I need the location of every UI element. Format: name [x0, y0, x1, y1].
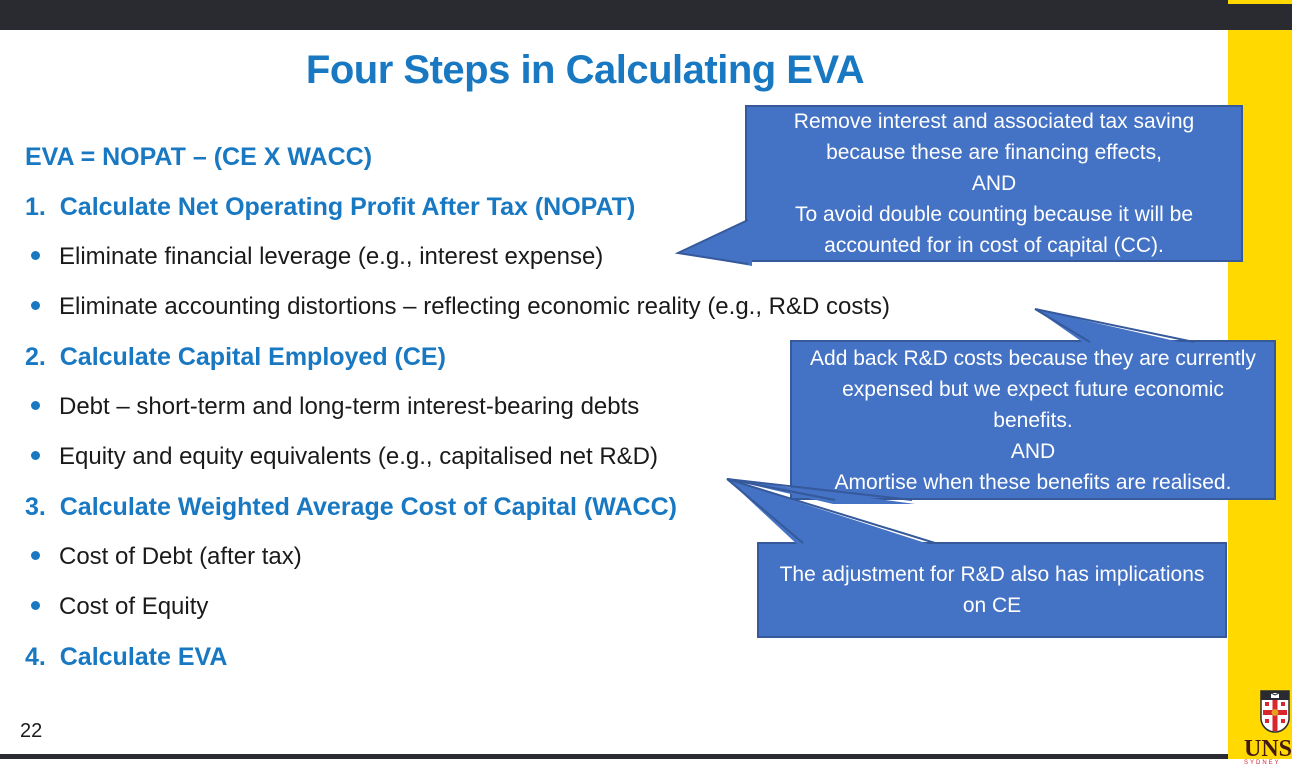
unsw-wordmark: UNSW — [1244, 736, 1292, 762]
bullet-item: Cost of Equity — [25, 582, 1145, 632]
bullet-text: Eliminate accounting distortions – refle… — [59, 293, 891, 320]
bullet-text: Cost of Equity — [59, 593, 209, 620]
bullet-text: Eliminate financial leverage (e.g., inte… — [59, 243, 604, 270]
callout-line: AND — [1010, 439, 1056, 463]
step-heading-4: 4. Calculate EVA — [25, 643, 228, 671]
step-heading-2: 2. Calculate Capital Employed (CE) — [25, 343, 446, 371]
bullet-dot — [31, 301, 40, 311]
bullet-text: Cost of Debt (after tax) — [59, 543, 302, 570]
bullet-dot — [31, 451, 40, 461]
bullet-item: Eliminate accounting distortions – refle… — [25, 282, 1145, 332]
bullet-dot — [31, 401, 40, 411]
top-black-bar — [0, 4, 1292, 30]
unsw-crest-icon — [1260, 690, 1290, 733]
bullet-text: Debt – short-term and long-term interest… — [59, 393, 640, 420]
callout-rd-adjustment-ce: The adjustment for R&D also has implicat… — [757, 542, 1227, 638]
callout-line: Add back R&D costs because they are curr… — [810, 346, 1256, 432]
unsw-subtext: SYDNEY — [1244, 760, 1281, 766]
step-heading-1: 1. Calculate Net Operating Profit After … — [25, 193, 636, 221]
bottom-black-bar — [0, 754, 1228, 759]
bullet-text: Equity and equity equivalents (e.g., cap… — [59, 443, 659, 470]
slide-body: EVA = NOPAT – (CE X WACC) 1. Calculate N… — [25, 132, 1145, 682]
page-number: 22 — [20, 720, 43, 742]
eva-formula: EVA = NOPAT – (CE X WACC) — [25, 143, 373, 171]
top-black-bar-cap — [0, 0, 1228, 4]
bullet-item: Debt – short-term and long-term interest… — [25, 382, 1145, 432]
step-heading-3: 3. Calculate Weighted Average Cost of Ca… — [25, 493, 677, 521]
slide-title: Four Steps in Calculating EVA — [305, 48, 865, 92]
bullet-item: Cost of Debt (after tax) — [25, 532, 1145, 582]
callout-line: The adjustment for R&D also has implicat… — [779, 563, 1205, 617]
bullet-dot — [31, 251, 40, 261]
callout-line: To avoid double counting because it will… — [794, 203, 1194, 257]
bullet-item: Equity and equity equivalents (e.g., cap… — [25, 432, 1145, 482]
callout-line: Amortise when these benefits are realise… — [834, 470, 1232, 494]
callout-line: Remove interest and associated tax savin… — [793, 110, 1195, 164]
bullet-item: Eliminate financial leverage (e.g., inte… — [25, 232, 1145, 282]
bullet-dot — [31, 601, 40, 611]
bullet-dot — [31, 551, 40, 561]
callout-line: AND — [971, 172, 1017, 195]
callout-rd-costs: Add back R&D costs because they are curr… — [790, 340, 1276, 500]
callout-financing-effects: Remove interest and associated tax savin… — [745, 105, 1243, 262]
unsw-logo: UNSW SYDNEY — [1244, 690, 1292, 766]
